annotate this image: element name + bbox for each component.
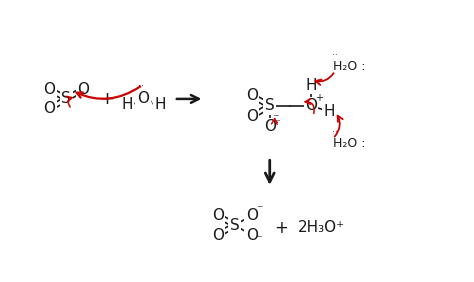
Text: H₂O :: H₂O : (333, 137, 365, 150)
Text: 2H₃O⁺: 2H₃O⁺ (298, 220, 345, 235)
Text: O: O (212, 228, 224, 243)
Text: ⁻: ⁻ (256, 203, 263, 216)
Text: H: H (121, 98, 133, 113)
Text: S: S (265, 98, 274, 113)
Text: ⁻: ⁻ (255, 233, 262, 246)
Text: ⁻: ⁻ (272, 113, 279, 125)
Text: O: O (43, 81, 55, 97)
Text: O: O (264, 119, 276, 134)
Text: O: O (246, 228, 258, 243)
Text: ··: ·· (332, 51, 337, 60)
Text: O: O (305, 98, 317, 113)
Text: H: H (155, 98, 166, 113)
Text: +: + (100, 90, 115, 108)
Text: O: O (43, 101, 55, 116)
Text: O: O (246, 88, 258, 103)
Text: O: O (77, 81, 89, 97)
Text: H₂O :: H₂O : (333, 60, 365, 73)
Text: H: H (324, 104, 335, 119)
Text: ··: ·· (137, 81, 144, 91)
Text: ⁻: ⁻ (274, 118, 280, 128)
Text: H: H (305, 78, 317, 93)
Text: ··: ·· (332, 129, 337, 138)
Text: O: O (212, 208, 224, 223)
Text: O: O (137, 91, 149, 106)
Text: O: O (246, 109, 258, 124)
Text: S: S (62, 91, 71, 106)
Text: +: + (274, 219, 288, 237)
Text: +: + (315, 93, 323, 103)
Text: S: S (230, 218, 239, 233)
Text: O: O (246, 208, 258, 223)
